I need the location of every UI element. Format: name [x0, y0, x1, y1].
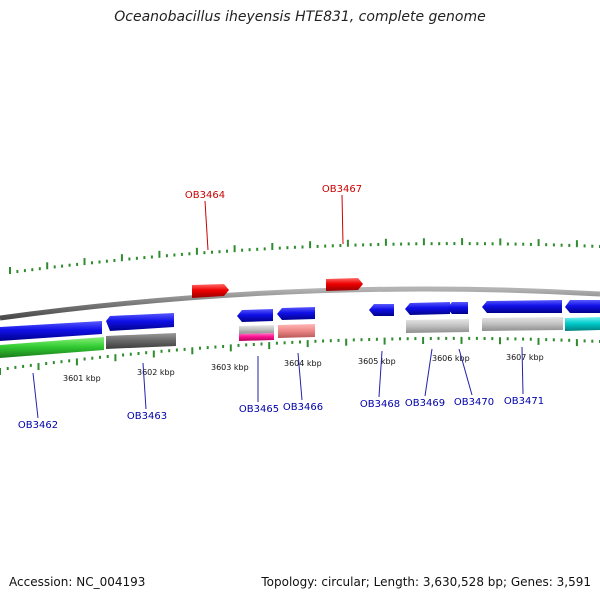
category-gray [239, 325, 274, 334]
accession-text: Accession: NC_004193 [9, 575, 146, 589]
leader-ob3466 [297, 352, 303, 401]
category-light-gray-1 [406, 319, 469, 333]
reverse-strand-track [0, 300, 600, 341]
label-ob3464[interactable]: OB3464 [185, 190, 225, 201]
label-ob3468[interactable]: OB3468 [360, 399, 400, 410]
leader-ob3468 [378, 350, 383, 398]
leader-ob3464 [204, 200, 209, 251]
category-track [0, 317, 600, 358]
kbp-label-3606: 3606 kbp [432, 354, 470, 363]
gene-ob3465[interactable] [237, 309, 273, 322]
gene-ob3472-partial[interactable] [565, 300, 600, 313]
label-ob3466[interactable]: OB3466 [283, 402, 323, 413]
label-ob3463[interactable]: OB3463 [127, 411, 167, 422]
gene-ob3470[interactable] [447, 302, 468, 314]
kbp-label-3602: 3602 kbp [137, 368, 175, 377]
kbp-label-3603: 3603 kbp [211, 363, 249, 372]
forward-strand-track [192, 278, 363, 298]
category-cyan [565, 317, 600, 331]
kbp-label-3605: 3605 kbp [358, 357, 396, 366]
label-ob3462[interactable]: OB3462 [18, 420, 58, 431]
outer-tick-ring [9, 238, 600, 274]
category-green [0, 337, 104, 358]
inner-tick-ring [0, 336, 600, 375]
gene-ob3467[interactable] [326, 278, 363, 291]
kbp-label-3601: 3601 kbp [63, 374, 101, 383]
category-dark-gray [106, 333, 176, 349]
kbp-label-3604: 3604 kbp [284, 359, 322, 368]
gene-ob3471[interactable] [482, 300, 562, 313]
leader-ob3471 [521, 346, 524, 395]
label-leader-lines [32, 194, 524, 419]
genome-summary-text: Topology: circular; Length: 3,630,528 bp… [261, 575, 591, 589]
label-ob3469[interactable]: OB3469 [405, 398, 445, 409]
category-light-gray-2 [482, 317, 563, 331]
label-ob3470[interactable]: OB3470 [454, 397, 494, 408]
leader-ob3470 [458, 348, 473, 396]
label-ob3465[interactable]: OB3465 [239, 404, 279, 415]
feature-labels: OB3464 OB3467 OB3462 OB3463 OB3465 OB346… [18, 184, 544, 431]
genome-backbone [0, 286, 600, 321]
gene-ob3463[interactable] [106, 313, 174, 331]
scale-labels: 3601 kbp 3602 kbp 3603 kbp 3604 kbp 3605… [63, 353, 544, 383]
leader-ob3467 [341, 194, 344, 245]
leader-ob3462 [32, 372, 39, 419]
kbp-label-3607: 3607 kbp [506, 353, 544, 362]
label-ob3471[interactable]: OB3471 [504, 396, 544, 407]
leader-ob3463 [142, 362, 147, 410]
gene-ob3469[interactable] [405, 302, 450, 315]
label-ob3467[interactable]: OB3467 [322, 184, 362, 195]
gene-ob3462[interactable] [0, 321, 102, 341]
gene-ob3468[interactable] [369, 304, 394, 316]
genome-map-title: Oceanobacillus iheyensis HTE831, complet… [114, 9, 486, 25]
leader-ob3469 [424, 348, 433, 397]
gene-ob3464[interactable] [192, 284, 229, 298]
category-magenta [239, 333, 274, 341]
gene-ob3466[interactable] [277, 307, 315, 320]
category-pink [278, 324, 315, 338]
